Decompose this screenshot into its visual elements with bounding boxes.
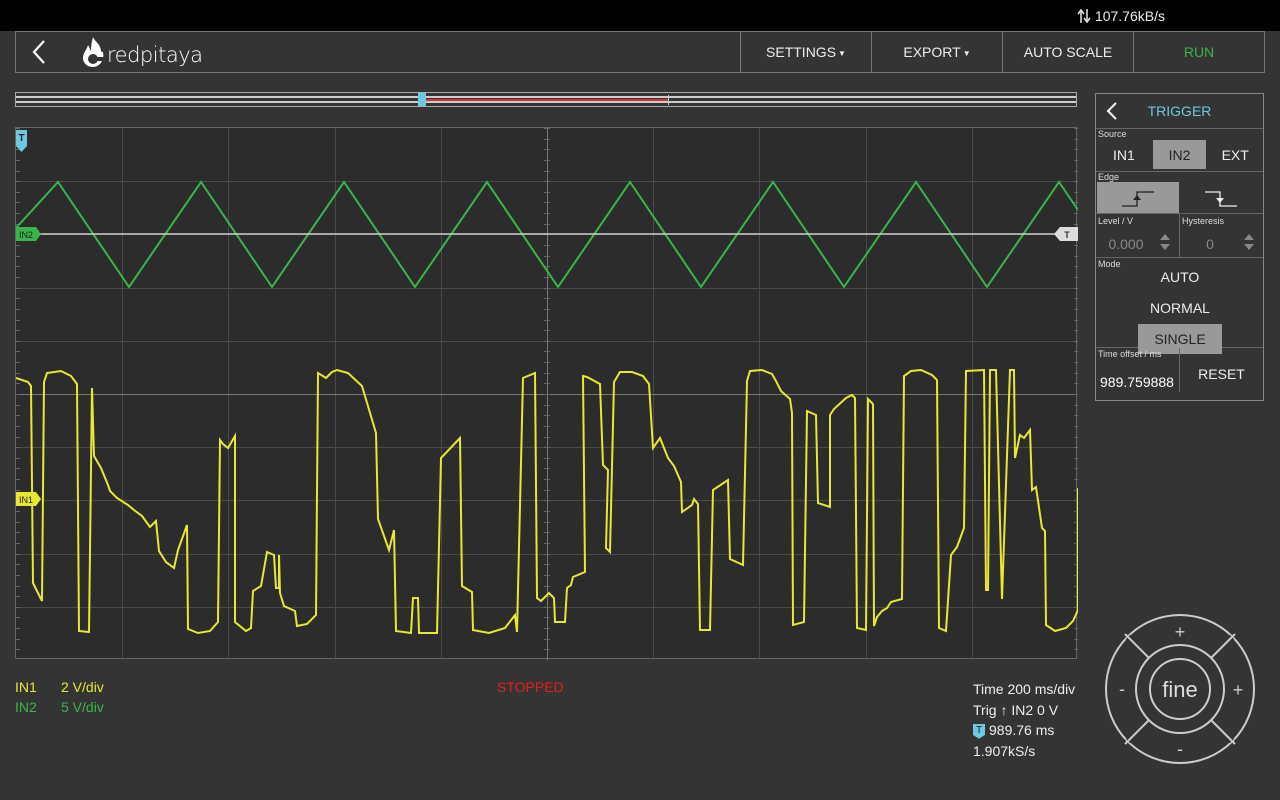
back-button[interactable] [16,32,61,72]
source-ext-button[interactable]: EXT [1221,146,1249,163]
rising-edge-icon: ↑ [1000,701,1008,718]
buffer-position-bar[interactable] [15,92,1077,107]
run-button[interactable]: RUN [1133,32,1264,72]
trigger-title: TRIGGER [1147,103,1212,119]
buffer-line-top [16,96,1076,98]
caret-down-icon: ▼ [962,48,971,58]
flame-logo-icon [83,37,104,67]
in2-channel-name: IN2 [15,699,37,715]
level-input[interactable]: 0.000 [1108,236,1144,252]
hysteresis-spinner-icon[interactable] [1243,232,1255,252]
mode-label: Mode [1098,259,1121,269]
source-in2-button[interactable]: IN2 [1152,140,1207,169]
source-selector: IN1 IN2 EXT [1096,140,1263,172]
level-label: Level / V [1098,216,1134,226]
network-speed-value: 107.76kB/s [1094,8,1165,24]
trigger-time-marker[interactable]: T [16,130,27,152]
falling-edge-button[interactable] [1181,182,1263,213]
falling-edge-icon [1205,190,1238,207]
chevron-left-icon[interactable] [1106,101,1118,121]
reset-label: RESET [1198,366,1245,382]
joystick-down-minus[interactable]: - [1177,739,1183,759]
time-offset-field: Time offset / ms 989.759888 [1096,348,1179,392]
status-bar: 107.76kB/s [0,0,1280,31]
joystick-outer-ring [1105,614,1255,764]
trigger-panel-header: TRIGGER [1096,94,1263,129]
buffer-trigger-handle[interactable] [418,93,426,106]
network-speed: 107.76kB/s [1077,8,1165,24]
acquisition-status: STOPPED [497,679,564,695]
source-label: Source [1098,129,1127,139]
rising-edge-icon [1121,190,1154,207]
level-field: Level / V 0.000 [1096,214,1179,257]
trigger-time-marker-label: T [18,133,24,144]
export-menu-button[interactable]: EXPORT ▼ [871,32,1002,72]
fine-button-ring[interactable] [1149,658,1211,720]
time-offset-readout: 989.76 ms [989,722,1055,738]
in2-scale: 5 V/div [61,699,104,715]
caret-down-icon: ▼ [838,48,846,58]
chevron-left-icon [32,40,45,64]
app-header: redpitaya SETTINGS ▼ EXPORT ▼ AUTO SCALE R… [15,31,1265,73]
time-offset-info: T 989.76 ms [973,720,1075,741]
buffer-line-bottom [16,101,1076,103]
joystick-inner-ring [1135,644,1225,734]
hysteresis-label: Hysteresis [1182,216,1225,226]
in1-waveform [16,368,1078,635]
level-hysteresis-row: Level / V 0.000 Hysteresis 0 [1096,214,1263,258]
buffer-view-edge [668,95,669,105]
edge-label: Edge [1098,172,1120,182]
time-offset-label: Time offset / ms [1098,349,1162,359]
settings-menu-button[interactable]: SETTINGS ▼ [740,32,871,72]
timing-info: Time 200 ms/div Trig ↑ IN2 0 V T 989.76 m… [973,679,1075,761]
transfer-arrows-icon [1077,8,1091,24]
in2-offset-marker-label: IN2 [19,230,33,240]
joystick-left-minus[interactable]: - [1119,679,1125,699]
reset-button[interactable]: RESET [1179,348,1263,392]
trigger-info: Trig ↑ IN2 0 V [973,700,1075,721]
trigger-level-marker[interactable]: T [1054,227,1078,241]
mode-normal-button[interactable]: NORMAL [1150,300,1210,316]
export-label: EXPORT [903,44,961,60]
mode-auto-button[interactable]: AUTO [1160,269,1200,285]
grid [16,128,1078,660]
in2-offset-marker[interactable]: IN2 [16,227,41,241]
buffer-view-window [422,99,668,101]
joystick-right-plus[interactable]: + [1233,680,1244,700]
scope-canvas: T IN2 IN1 T [16,128,1078,660]
level-spinner-icon[interactable] [1159,232,1171,252]
trigger-level-marker-label: T [1064,230,1070,240]
time-offset-input[interactable]: 989.759888 [1100,374,1174,390]
in1-offset-marker-label: IN1 [19,495,33,505]
time-offset-row: Time offset / ms 989.759888 RESET [1096,348,1263,392]
settings-label: SETTINGS [766,44,837,60]
rising-edge-button[interactable] [1097,182,1179,213]
trigger-marker-icon: T [973,723,985,739]
time-scale: Time 200 ms/div [973,681,1076,697]
trigger-panel: TRIGGER Source IN1 IN2 EXT Edge Level / … [1095,93,1264,401]
joystick-up-plus[interactable]: + [1175,622,1186,642]
oscilloscope-graph[interactable]: T IN2 IN1 T [15,127,1078,660]
mode-selector: Mode AUTO NORMAL SINGLE [1096,258,1263,354]
mode-single-button[interactable]: SINGLE [1138,324,1222,354]
hysteresis-input[interactable]: 0 [1206,236,1214,252]
brand-name: redpitaya [107,43,203,67]
in1-scale: 2 V/div [61,679,104,695]
trig-channel-level: IN2 0 V [1011,701,1059,718]
in1-channel-name: IN1 [15,679,37,695]
in2-waveform [16,180,1078,289]
fine-adjust-joystick[interactable]: + - - + fine [1104,613,1256,765]
hysteresis-field: Hysteresis 0 [1179,214,1263,257]
edge-selector [1096,182,1263,214]
in1-offset-marker[interactable]: IN1 [16,492,41,506]
joystick-canvas: + - - + fine [1105,614,1255,764]
redpitaya-logo: redpitaya [81,32,203,72]
trig-prefix: Trig [973,701,997,718]
source-in1-button[interactable]: IN1 [1112,146,1135,163]
auto-scale-button[interactable]: AUTO SCALE [1002,32,1133,72]
sample-rate: 1.907kS/s [973,742,1036,759]
fine-label: fine [1162,677,1197,702]
